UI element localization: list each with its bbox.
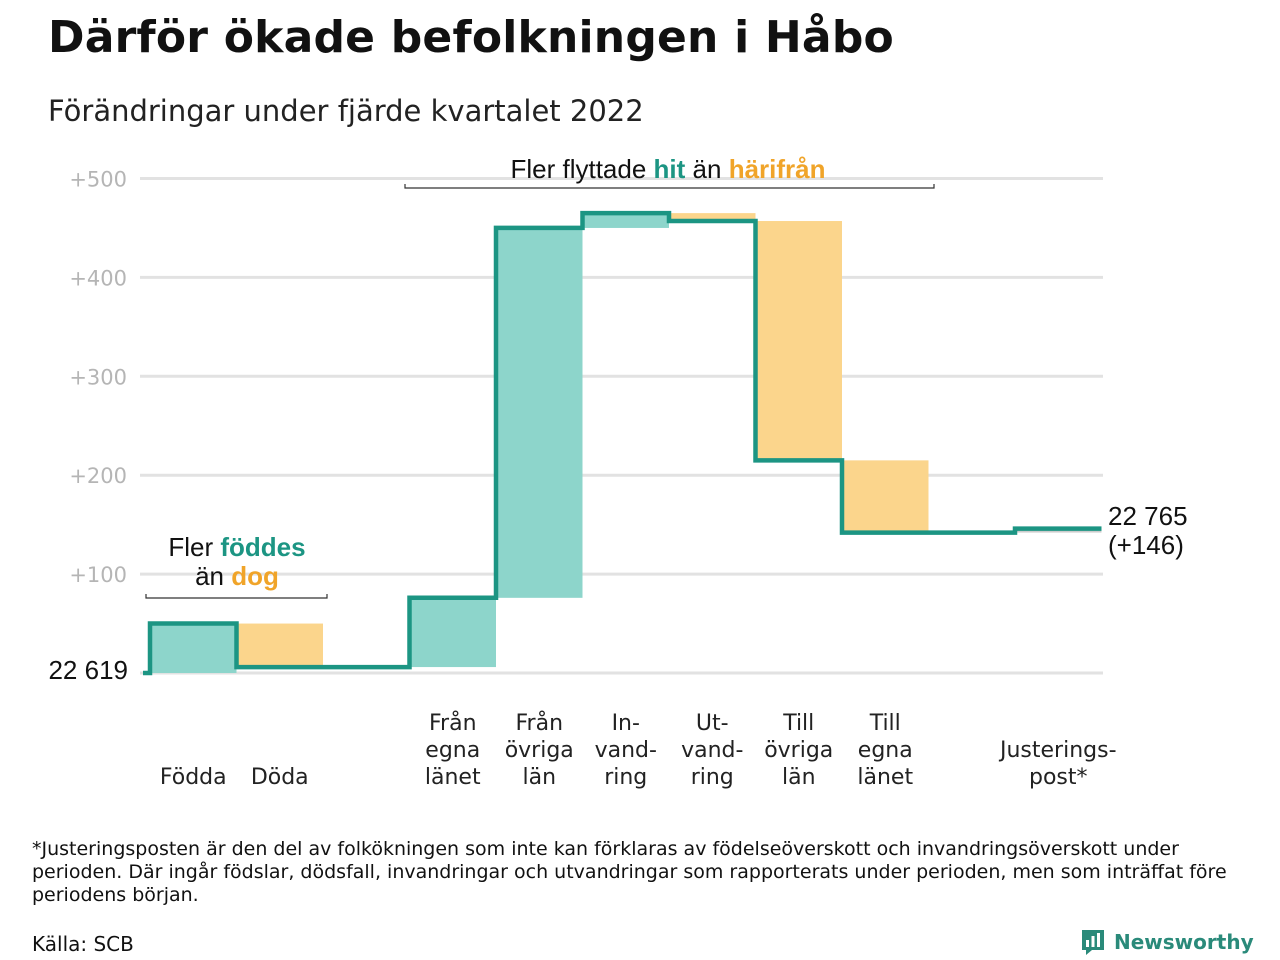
category-label-invandring: In- (612, 711, 640, 736)
category-label-justering: post* (1029, 765, 1088, 790)
migration-annotation-text: Fler flyttade hit än härifrån (510, 154, 825, 184)
births-bracket (145, 594, 328, 599)
bar-utvandring (669, 213, 756, 222)
category-label-till_egna: egna (858, 738, 913, 763)
newsworthy-logo-icon (1082, 930, 1104, 955)
category-label-fran_ovriga: Från (515, 710, 563, 736)
step-line-path (143, 210, 1102, 676)
brand: Newsworthy (1080, 928, 1254, 956)
footnote: *Justeringsposten är den del av folkökni… (32, 838, 1227, 906)
category-label-utvandring: ring (691, 765, 734, 790)
bar-till_egna (842, 460, 929, 533)
brand-name: Newsworthy (1114, 930, 1254, 954)
grid-lines (140, 177, 1103, 675)
y-tick-label: +100 (69, 563, 127, 587)
source-label: Källa: SCB (32, 932, 134, 956)
y-tick-label: +200 (69, 464, 127, 488)
migration-bracket-line (404, 184, 935, 189)
category-label-utvandring: vand- (681, 738, 743, 763)
births-annotation-line2: än dog (195, 561, 279, 591)
category-label-fran_ovriga: övriga (505, 738, 574, 763)
category-label-fran_egna: länet (425, 765, 481, 790)
births-annotation: Fler föddes än dog (145, 532, 328, 599)
category-label-till_ovriga: län (782, 765, 816, 790)
migration-bracket (404, 184, 935, 189)
waterfall-chart: +100+200+300+400+500 Födda DödaFrånegnalä… (48, 154, 1188, 790)
category-label-till_ovriga: Till (782, 711, 814, 736)
bars (150, 213, 1102, 673)
category-label-fran_ovriga: län (522, 765, 556, 790)
category-label-justering: Justerings- (998, 738, 1117, 763)
category-label-invandring: ring (604, 765, 647, 790)
end-change-label: (+146) (1108, 530, 1184, 560)
chart-title: Därför ökade befolkningen i Håbo (48, 12, 894, 63)
bar-fran_egna (409, 597, 496, 668)
category-label-till_egna: länet (857, 765, 913, 790)
category-label-doda: Döda (251, 765, 309, 790)
category-label-fran_egna: Från (429, 710, 477, 736)
category-label-fodda: Födda (160, 765, 227, 790)
step-line (143, 210, 1102, 676)
y-tick-label: +500 (69, 168, 127, 192)
category-label-fran_egna: egna (425, 738, 480, 763)
category-label-till_egna: Till (869, 711, 901, 736)
bar-doda (236, 623, 323, 668)
category-label-invandring: vand- (595, 738, 657, 763)
bar-invandring (582, 213, 669, 228)
y-tick-label: +400 (69, 266, 127, 290)
chart-subtitle: Förändringar under fjärde kvartalet 2022 (48, 94, 644, 128)
y-tick-labels: +100 +200 +300 +400 +500 (69, 168, 127, 588)
y-tick-label: +300 (69, 365, 127, 389)
category-label-till_ovriga: övriga (764, 738, 833, 763)
births-annotation-line1: Fler föddes (168, 532, 305, 562)
bar-fran_ovriga (496, 227, 583, 598)
bar-fodda (150, 623, 237, 673)
bar-till_ovriga (755, 221, 842, 461)
migration-annotation: Fler flyttade hit än härifrån (404, 154, 935, 189)
end-value-label: 22 765 (1108, 501, 1188, 531)
category-label-utvandring: Ut- (696, 711, 729, 736)
start-value-label: 22 619 (48, 655, 128, 685)
births-bracket-line (145, 594, 328, 599)
category-labels: Födda DödaFrånegnalänetFrånövrigalänIn-va… (160, 710, 1117, 790)
